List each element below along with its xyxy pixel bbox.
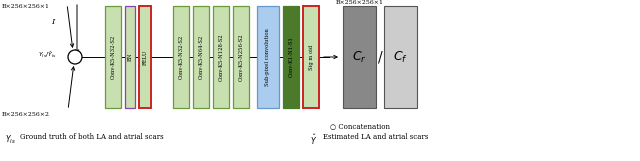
- Text: I: I: [51, 18, 54, 26]
- Text: Conv-K1-N1-S1: Conv-K1-N1-S1: [289, 37, 294, 77]
- Text: RELU: RELU: [143, 49, 147, 65]
- Text: Estimated LA and atrial scars: Estimated LA and atrial scars: [323, 133, 428, 141]
- Text: Conv-K5-N256-S2: Conv-K5-N256-S2: [239, 33, 243, 81]
- Text: Conv-K5-N64-S2: Conv-K5-N64-S2: [198, 35, 204, 79]
- Text: Ground truth of both LA and atrial scars: Ground truth of both LA and atrial scars: [20, 133, 164, 141]
- Text: Conv-K5-N32-S2: Conv-K5-N32-S2: [111, 35, 115, 79]
- Text: B×256×256×2: B×256×256×2: [2, 112, 50, 117]
- Text: $\hat{Y}$: $\hat{Y}$: [310, 133, 317, 147]
- Text: $C_f$: $C_f$: [393, 49, 408, 65]
- Bar: [139, 6, 151, 108]
- Text: /: /: [378, 50, 382, 64]
- Text: BN: BN: [127, 53, 132, 61]
- Text: Sig m oid: Sig m oid: [308, 44, 314, 70]
- Bar: [283, 6, 299, 108]
- Bar: [173, 6, 189, 108]
- Text: B×256×256×1: B×256×256×1: [2, 4, 50, 9]
- Text: ○ Concatenation: ○ Concatenation: [330, 122, 390, 130]
- Text: Conv-K5-N128-S2: Conv-K5-N128-S2: [218, 33, 223, 81]
- Bar: [125, 6, 135, 108]
- Circle shape: [68, 50, 82, 64]
- Text: $Y_{ls}/\hat{Y}_{ls}$: $Y_{ls}/\hat{Y}_{ls}$: [38, 50, 57, 60]
- Bar: [343, 6, 376, 108]
- Text: Conv-K5-N32-S2: Conv-K5-N32-S2: [179, 35, 184, 79]
- Bar: [105, 6, 121, 108]
- Bar: [303, 6, 319, 108]
- Bar: [193, 6, 209, 108]
- Text: Sub-pixel convolution: Sub-pixel convolution: [266, 28, 271, 86]
- Bar: [384, 6, 417, 108]
- Bar: [233, 6, 249, 108]
- Text: $C_r$: $C_r$: [352, 49, 367, 65]
- Bar: [213, 6, 229, 108]
- Bar: [257, 6, 279, 108]
- Text: B×256×256×1: B×256×256×1: [335, 0, 383, 5]
- Text: $Y_{ls}$: $Y_{ls}$: [5, 133, 16, 146]
